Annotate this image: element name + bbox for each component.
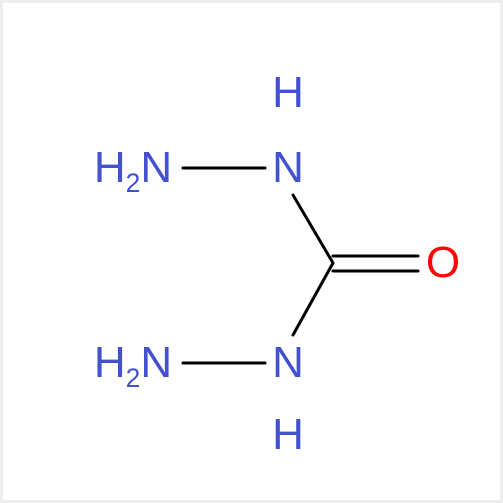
bond: [293, 263, 333, 335]
atom-label-H-bot: H: [272, 413, 304, 457]
bond: [293, 195, 333, 263]
atom-label-N-bot: N: [272, 341, 304, 385]
chemical-structure-diagram: HH2NNOH2NNH: [0, 0, 503, 503]
atom-label-O: O: [426, 241, 460, 285]
atom-label-NH2-bot: H2N: [94, 341, 172, 385]
atom-label-NH2-top: H2N: [94, 146, 172, 190]
atom-label-N-top: N: [272, 146, 304, 190]
atom-label-H-top: H: [272, 71, 304, 115]
